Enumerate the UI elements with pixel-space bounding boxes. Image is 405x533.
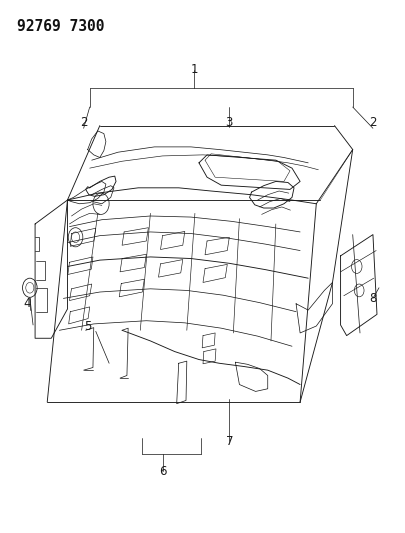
Text: 1: 1 (190, 63, 197, 76)
Text: 6: 6 (158, 465, 166, 478)
Text: 5: 5 (84, 320, 91, 333)
Text: 7: 7 (225, 435, 232, 448)
Text: 4: 4 (23, 297, 31, 310)
Text: 92769 7300: 92769 7300 (17, 19, 104, 34)
Text: 3: 3 (225, 117, 232, 130)
Text: 8: 8 (368, 292, 376, 305)
Text: 2: 2 (80, 117, 87, 130)
Text: 2: 2 (368, 117, 376, 130)
